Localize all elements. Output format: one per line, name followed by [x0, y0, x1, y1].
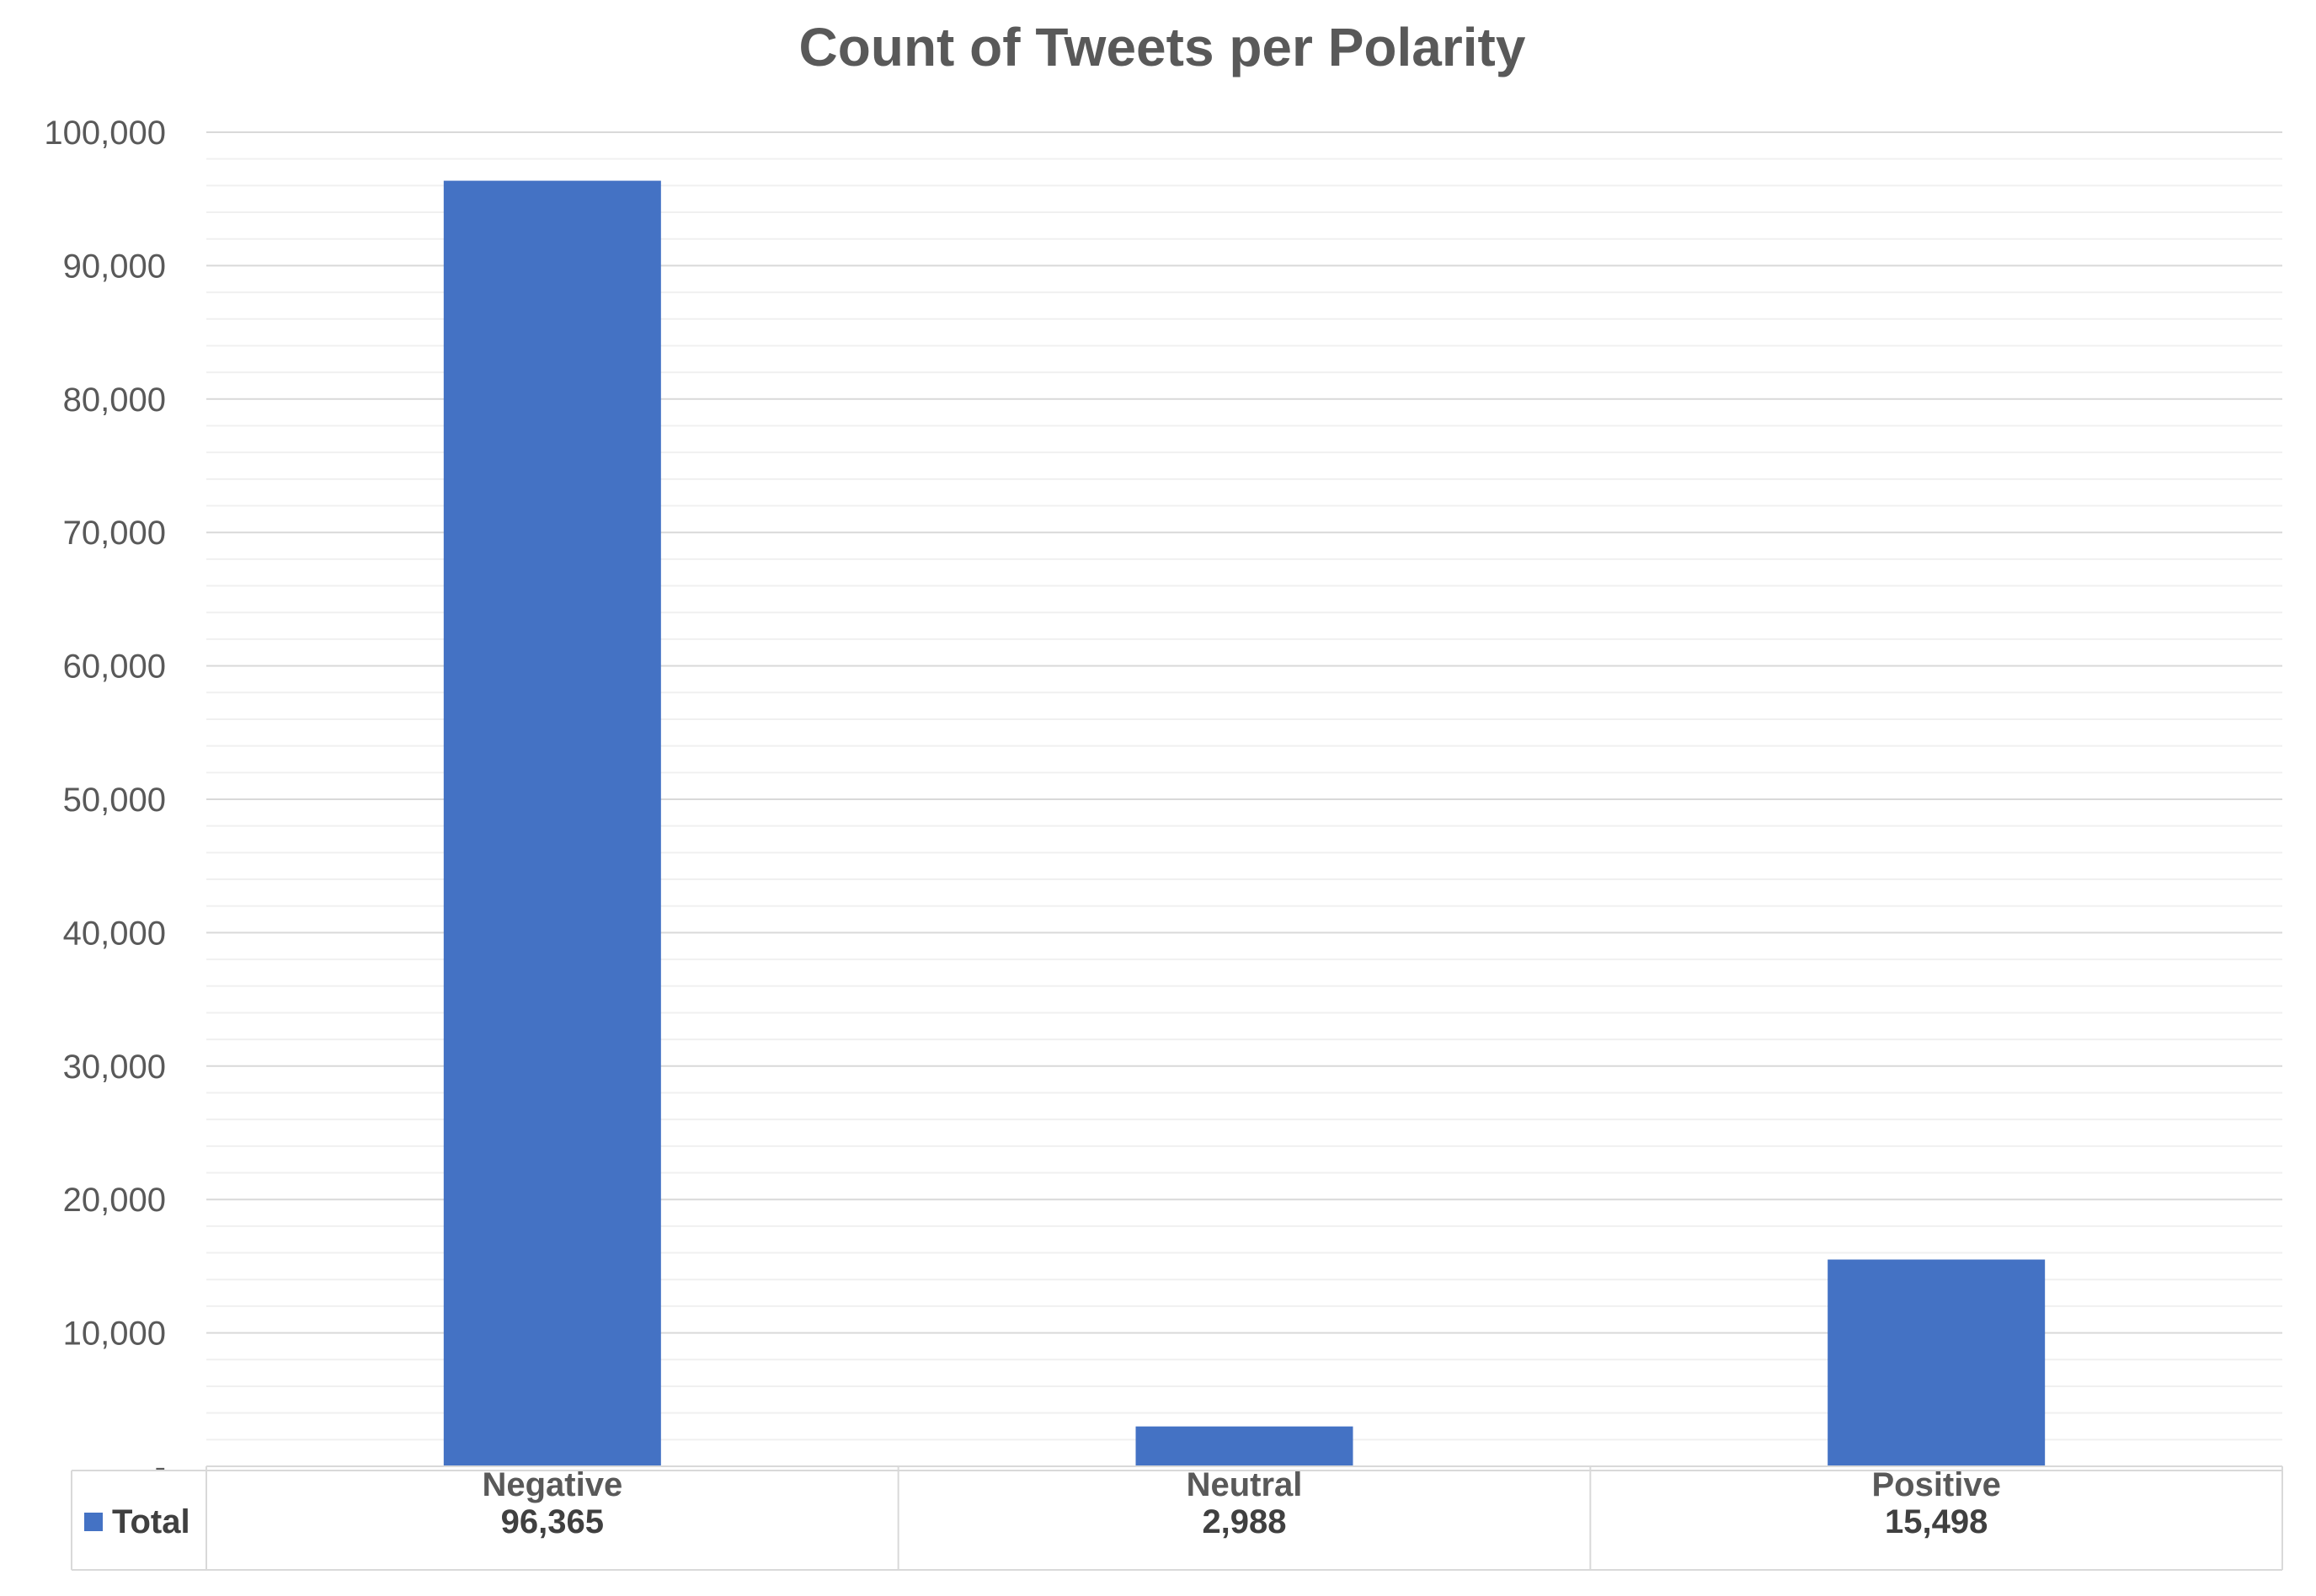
data-value: 15,498 [1885, 1503, 1988, 1540]
y-tick-label: 50,000 [63, 782, 166, 819]
bars [443, 180, 2046, 1467]
bar-positive [1828, 1259, 2046, 1466]
y-tick-label: 80,000 [63, 382, 166, 419]
category-label: Positive [1871, 1466, 2000, 1503]
y-axis-tick-labels: - 10,000 20,000 30,000 40,000 50,000 60,000 70,… [44, 115, 166, 1486]
series-label: Total [112, 1503, 190, 1540]
chart-title: Count of Tweets per Polarity [799, 17, 1526, 77]
data-value: 2,988 [1202, 1503, 1286, 1540]
category-label: Negative [482, 1466, 622, 1503]
y-tick-label: 90,000 [63, 248, 166, 285]
bar-negative [443, 180, 661, 1467]
data-table: Negative Neutral Positive Total 96,365 2,988 1… [71, 1465, 2283, 1571]
y-tick-label: 10,000 [63, 1316, 166, 1353]
y-tick-label: 100,000 [44, 115, 166, 152]
y-tick-label: 20,000 [63, 1182, 166, 1219]
y-tick-label: 70,000 [63, 515, 166, 552]
legend-swatch [84, 1513, 103, 1531]
bar-neutral [1135, 1426, 1353, 1466]
y-tick-label: 30,000 [63, 1049, 166, 1086]
y-tick-label: 60,000 [63, 649, 166, 686]
category-label: Neutral [1187, 1466, 1303, 1503]
data-value: 96,365 [501, 1503, 604, 1540]
y-tick-label: 40,000 [63, 915, 166, 952]
y-tick-label: - [155, 1449, 166, 1486]
